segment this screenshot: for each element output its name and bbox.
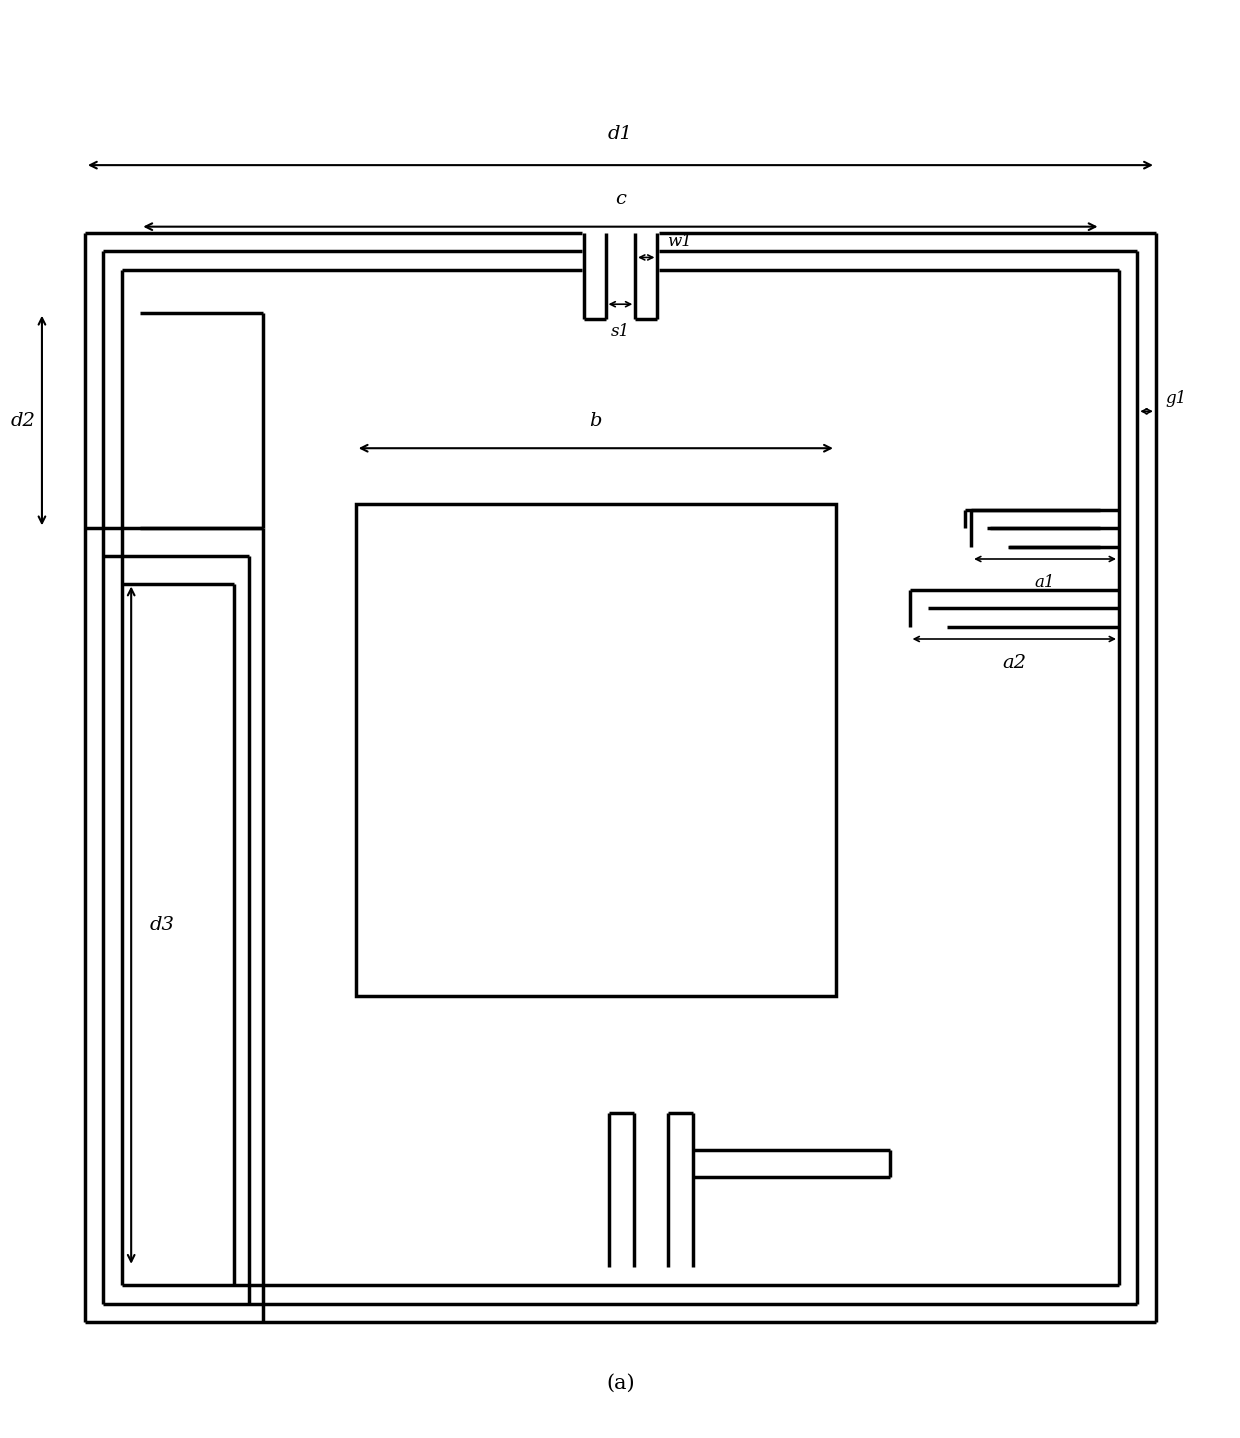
Bar	[356, 503, 836, 997]
Text: a1: a1	[1035, 574, 1055, 591]
Text: g1: g1	[1166, 391, 1187, 407]
Text: (a): (a)	[606, 1375, 635, 1393]
Text: a2: a2	[1002, 654, 1027, 672]
Text: d1: d1	[608, 125, 632, 142]
Text: w1: w1	[667, 233, 692, 250]
Text: d3: d3	[150, 916, 175, 935]
Text: b: b	[589, 411, 603, 430]
Text: s1: s1	[611, 322, 630, 339]
Text: c: c	[615, 190, 626, 209]
Text: d2: d2	[11, 411, 36, 430]
